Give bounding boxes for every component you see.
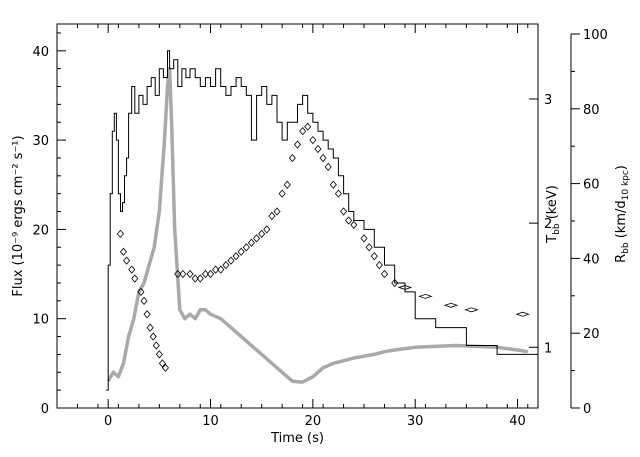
temperature-point: [380, 269, 389, 279]
temperature-point: [140, 296, 148, 305]
x-axis-title: Time (s): [270, 431, 324, 446]
tbb-axis-title-main: T: [545, 235, 560, 244]
temperature-point: [397, 285, 413, 290]
temperature-point: [179, 269, 187, 279]
temperature-point: [247, 238, 255, 247]
x-tick-label: 20: [305, 414, 322, 429]
tbb-tick-label: 2: [544, 217, 552, 232]
flux-step-line: [106, 50, 538, 391]
temperature-point: [309, 135, 317, 145]
temperature-point: [116, 229, 124, 238]
temperature-point: [158, 359, 166, 368]
temperature-point: [299, 127, 307, 136]
rbb-axis-title-sub: bb: [621, 242, 631, 254]
temperature-point: [365, 243, 373, 252]
temperature-point: [237, 247, 245, 256]
temperature-point: [370, 252, 378, 261]
temperature-point: [217, 265, 225, 274]
y-axis-title: Flux (10⁻⁹ ergs cm⁻² s⁻¹): [11, 135, 26, 296]
temperature-point: [232, 252, 240, 261]
temperature-point: [464, 307, 479, 313]
temperature-point: [263, 225, 271, 234]
plot-frame: [56, 23, 539, 409]
y-tick-label: 10: [32, 313, 49, 328]
temperature-point: [152, 341, 160, 350]
temperature-point: [515, 311, 530, 317]
tbb-tick-label: 3: [544, 93, 552, 108]
temperature-point: [201, 269, 209, 279]
temperature-point: [146, 323, 154, 332]
rbb-tick-label: 80: [583, 103, 600, 118]
temperature-point: [443, 302, 459, 308]
temperature-point: [360, 234, 368, 243]
temperature-point: [128, 265, 136, 274]
x-tick-label: 0: [104, 414, 112, 429]
temperature-point: [227, 256, 235, 265]
y-tick-label: 0: [41, 402, 49, 417]
x-tick-label: 30: [407, 414, 424, 429]
temperature-point: [288, 153, 296, 163]
temperature-point: [206, 269, 215, 279]
flux-series: [106, 50, 538, 391]
temperature-point: [222, 261, 230, 270]
temperature-point: [212, 265, 220, 274]
temperature-point: [278, 189, 286, 198]
rbb-tick-label: 100: [583, 28, 608, 43]
rbb-axis-title: Rbb (km/d10 kpc): [614, 165, 631, 263]
y-tick-label: 40: [32, 45, 49, 60]
temperature-point: [186, 269, 194, 279]
temperature-point: [273, 207, 281, 216]
temperature-point: [319, 153, 327, 163]
rbb-axis-title-close: ): [614, 165, 629, 170]
temperature-point: [329, 180, 337, 189]
rbb-tick-label: 20: [583, 327, 600, 342]
temperature-point: [123, 256, 131, 265]
x-tick-label: 10: [202, 414, 219, 429]
temperature-point: [242, 243, 250, 252]
temperature-point: [258, 229, 266, 238]
temperature-point: [161, 363, 170, 372]
radius-line: [106, 66, 529, 384]
rbb-axis-title-unit: (km/d: [614, 200, 629, 242]
tbb-axis-title-unit: (keV): [545, 185, 560, 223]
tbb-tick-label: 1: [544, 341, 552, 356]
tbb-axis-title-sub: bb: [552, 223, 562, 235]
temperature-point: [350, 220, 358, 230]
rbb-axis-title-main: R: [614, 254, 629, 263]
temperature-point: [324, 162, 332, 171]
temperature-point: [174, 269, 182, 279]
temperature-point: [314, 144, 322, 154]
temperature-point: [143, 310, 151, 319]
temperature-point: [149, 332, 157, 341]
temperature-point: [293, 140, 302, 149]
temperature-point: [119, 247, 128, 256]
temperature-point: [418, 293, 433, 299]
temperature-point: [304, 122, 312, 131]
temperature-point: [196, 274, 204, 283]
rbb-tick-label: 40: [583, 252, 600, 267]
temperature-point: [253, 234, 261, 243]
rbb-tick-label: 0: [583, 402, 591, 417]
temperature-point: [340, 207, 348, 216]
temperature-series: [116, 122, 530, 372]
temperature-point: [155, 350, 163, 359]
temperature-point: [131, 274, 139, 283]
radius-series: [106, 66, 529, 384]
temperature-point: [191, 274, 199, 283]
temperature-point: [345, 216, 353, 225]
rbb-tick-label: 60: [583, 178, 600, 193]
tbb-axis-title: Tbb (keV): [545, 185, 562, 244]
temperature-point: [334, 189, 342, 198]
temperature-point: [268, 211, 276, 221]
temperature-point: [283, 180, 291, 189]
rbb-axis-title-unit-sub: 10 kpc: [621, 170, 631, 200]
temperature-point: [375, 261, 383, 270]
x-tick-label: 40: [509, 414, 526, 429]
y-tick-label: 20: [32, 223, 49, 238]
y-tick-label: 30: [32, 134, 49, 149]
temperature-point: [137, 287, 145, 297]
